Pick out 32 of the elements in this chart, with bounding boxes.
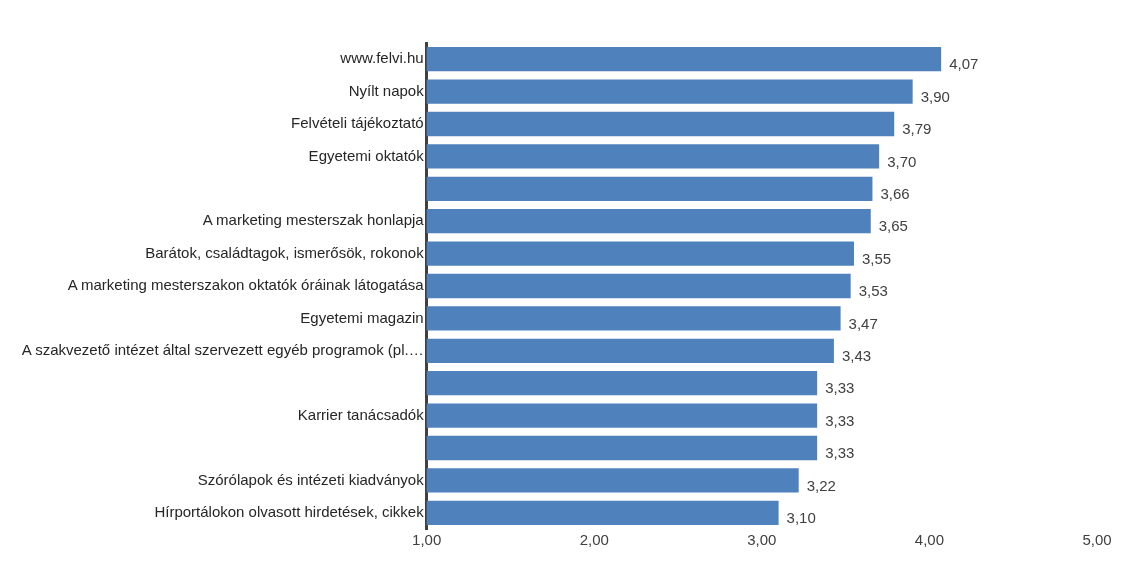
y-tick-label: A szakvezető intézet által szervezett egyéb programok (pl.… xyxy=(21,340,424,358)
y-tick-label: Egyetemi oktatók xyxy=(308,146,425,164)
data-label: 3,43 xyxy=(841,346,872,364)
y-tick-label: Karrier tanácsadók xyxy=(297,405,425,423)
y-tick-label: www.felvi.hu xyxy=(339,49,424,67)
x-tick-label: 5,00 xyxy=(1082,531,1112,549)
x-tick-label: 1,00 xyxy=(412,531,442,549)
y-tick-label: Nyílt napok xyxy=(348,81,425,99)
data-label: 3,47 xyxy=(848,314,878,332)
data-label: 3,66 xyxy=(880,184,910,202)
data-label: 4,07 xyxy=(949,55,979,73)
y-tick-label: Hírportálokon olvasott hirdetések, cikkek xyxy=(154,502,425,520)
data-label: 3,53 xyxy=(858,282,888,300)
data-label: 3,33 xyxy=(825,411,855,429)
y-tick-label: Barátok, családtagok, ismerősök, rokonok xyxy=(145,243,425,261)
data-label: 3,33 xyxy=(825,379,855,397)
data-label: 3,10 xyxy=(786,508,816,526)
data-label: 3,65 xyxy=(878,217,908,235)
x-tick-label: 2,00 xyxy=(579,531,609,549)
x-tick-label: 3,00 xyxy=(747,531,777,549)
data-label: 3,33 xyxy=(825,444,855,462)
y-tick-label: Felvételi tájékoztató xyxy=(291,114,424,132)
y-tick-label: Egyetemi magazin xyxy=(300,308,424,326)
y-tick-label: A marketing mesterszak honlapja xyxy=(202,211,425,229)
data-label: 3,55 xyxy=(862,249,892,267)
data-label: 3,70 xyxy=(887,152,917,170)
data-label: 3,90 xyxy=(920,87,950,105)
y-tick-label: A marketing mesterszakon oktatók óráinak látogatása xyxy=(67,276,425,294)
data-label: 3,22 xyxy=(806,476,836,494)
y-tick-label: Szórólapok és intézeti kiadványok xyxy=(197,470,425,488)
data-label: 3,79 xyxy=(902,120,932,138)
x-tick-label: 4,00 xyxy=(914,531,945,549)
